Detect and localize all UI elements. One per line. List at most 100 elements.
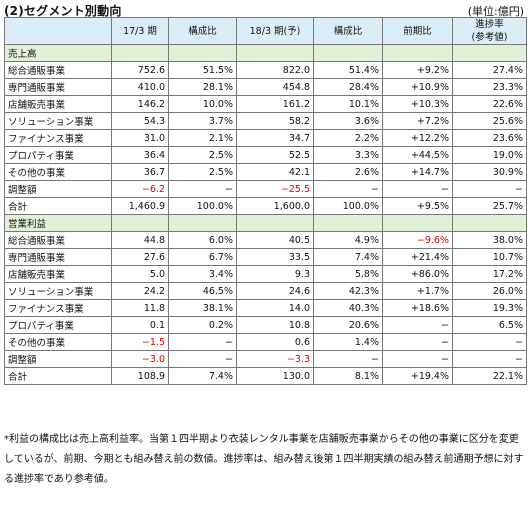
table-cell: 23.3%	[452, 78, 527, 96]
table-cell: −6.2	[111, 180, 169, 198]
table-cell: 25.7%	[452, 197, 527, 215]
segment-table: 17/3 期構成比 18/3 期(予) 構成比 前期比 進捗率 (参考値) 売上高 総合通…	[4, 17, 527, 385]
section-empty-cell	[111, 44, 169, 62]
table-cell: 108.9	[111, 367, 169, 385]
table-cell: 54.3	[111, 112, 169, 130]
table-row: ファイナンス事業 31.0 2.1% 34.7 2.2% +12.2% 23.6%	[4, 129, 527, 147]
table-cell: 10.0%	[168, 95, 237, 113]
table-cell: 2.1%	[168, 129, 237, 147]
table-cell: 36.7	[111, 163, 169, 181]
row-label: その他の事業	[4, 333, 112, 351]
table-cell: +19.4%	[382, 367, 453, 385]
table-cell: 23.6%	[452, 129, 527, 147]
table-cell: 146.2	[111, 95, 169, 113]
table-cell: −	[313, 180, 383, 198]
table-cell: −	[168, 350, 237, 368]
table-cell: 19.3%	[452, 299, 527, 317]
footnote: *利益の構成比は売上高利益率。当第１四半期より衣装レンタル事業を店舗販売事業から…	[4, 434, 524, 485]
table-cell: +9.2%	[382, 61, 453, 79]
table-cell: 19.0%	[452, 146, 527, 164]
table-row: 合計 1,460.9 100.0% 1,600.0 100.0% +9.5% 25.7%	[4, 197, 527, 215]
table-cell: −25.5	[236, 180, 314, 198]
row-label: 調整額	[4, 180, 112, 198]
table-cell: 33.5	[236, 248, 314, 266]
header-row: 17/3 期構成比 18/3 期(予) 構成比 前期比 進捗率 (参考値)	[4, 17, 527, 45]
table-cell: 10.7%	[452, 248, 527, 266]
table-cell: 27.4%	[452, 61, 527, 79]
table-cell: 36.4	[111, 146, 169, 164]
section-empty-cell	[313, 44, 383, 62]
table-cell: 25.6%	[452, 112, 527, 130]
table-cell: 51.4%	[313, 61, 383, 79]
table-cell: 2.5%	[168, 146, 237, 164]
table-cell: −9.6%	[382, 231, 453, 249]
table-cell: −	[168, 333, 237, 351]
column-header: 構成比	[168, 17, 237, 45]
header-corner	[4, 17, 112, 45]
table-cell: +21.4%	[382, 248, 453, 266]
table-cell: 0.1	[111, 316, 169, 334]
table-cell: 28.1%	[168, 78, 237, 96]
table-cell: +10.9%	[382, 78, 453, 96]
table-cell: 6.7%	[168, 248, 237, 266]
table-cell: 6.5%	[452, 316, 527, 334]
table-cell: 6.0%	[168, 231, 237, 249]
table-cell: 3.6%	[313, 112, 383, 130]
section-label: 営業利益	[4, 214, 112, 232]
table-cell: 410.0	[111, 78, 169, 96]
table-cell: 822.0	[236, 61, 314, 79]
table-cell: 20.6%	[313, 316, 383, 334]
table-cell: 40.5	[236, 231, 314, 249]
table-cell: +1.7%	[382, 282, 453, 300]
table-cell: 26.0%	[452, 282, 527, 300]
table-cell: 42.1	[236, 163, 314, 181]
table-row: 専門通販事業 27.6 6.7% 33.5 7.4% +21.4% 10.7%	[4, 248, 527, 266]
table-cell: 3.3%	[313, 146, 383, 164]
column-header: 前期比	[382, 17, 453, 45]
section-empty-cell	[168, 44, 237, 62]
row-label: 店舗販売事業	[4, 95, 112, 113]
table-cell: 28.4%	[313, 78, 383, 96]
table-cell: 100.0%	[168, 197, 237, 215]
table-cell: +7.2%	[382, 112, 453, 130]
column-header: 構成比	[313, 17, 383, 45]
table-cell: +10.3%	[382, 95, 453, 113]
row-label: その他の事業	[4, 163, 112, 181]
table-cell: 46.5%	[168, 282, 237, 300]
row-label: ソリューション事業	[4, 282, 112, 300]
section-empty-cell	[236, 44, 314, 62]
table-cell: 10.8	[236, 316, 314, 334]
section-empty-cell	[382, 44, 453, 62]
table-cell: 161.2	[236, 95, 314, 113]
column-header: 17/3 期	[111, 17, 169, 45]
table-cell: 40.3%	[313, 299, 383, 317]
table-cell: −3.3	[236, 350, 314, 368]
table-cell: 10.1%	[313, 95, 383, 113]
table-cell: 42.3%	[313, 282, 383, 300]
table-cell: 22.6%	[452, 95, 527, 113]
table-cell: 4.9%	[313, 231, 383, 249]
column-header: 進捗率 (参考値)	[452, 17, 527, 45]
section-empty-cell	[452, 44, 527, 62]
row-label: 合計	[4, 197, 112, 215]
table-row: 専門通販事業 410.0 28.1% 454.8 28.4% +10.9% 23.3%	[4, 78, 527, 96]
table-row: 合計 108.9 7.4% 130.0 8.1% +19.4% 22.1%	[4, 367, 527, 385]
table-cell: 8.1%	[313, 367, 383, 385]
table-cell: 14.0	[236, 299, 314, 317]
table-cell: −	[452, 350, 527, 368]
table-row: 調整額 −6.2− −25.5− − −	[4, 180, 527, 198]
section-empty-cell	[168, 214, 237, 232]
table-cell: −	[382, 333, 453, 351]
table-cell: 44.8	[111, 231, 169, 249]
row-label: 総合通販事業	[4, 231, 112, 249]
table-cell: 130.0	[236, 367, 314, 385]
column-header: 18/3 期(予)	[236, 17, 314, 45]
table-cell: 9.3	[236, 265, 314, 283]
table-cell: 17.2%	[452, 265, 527, 283]
table-cell: 5.8%	[313, 265, 383, 283]
table-cell: 38.0%	[452, 231, 527, 249]
section-empty-cell	[111, 214, 169, 232]
table-cell: 1,460.9	[111, 197, 169, 215]
table-cell: −3.0	[111, 350, 169, 368]
